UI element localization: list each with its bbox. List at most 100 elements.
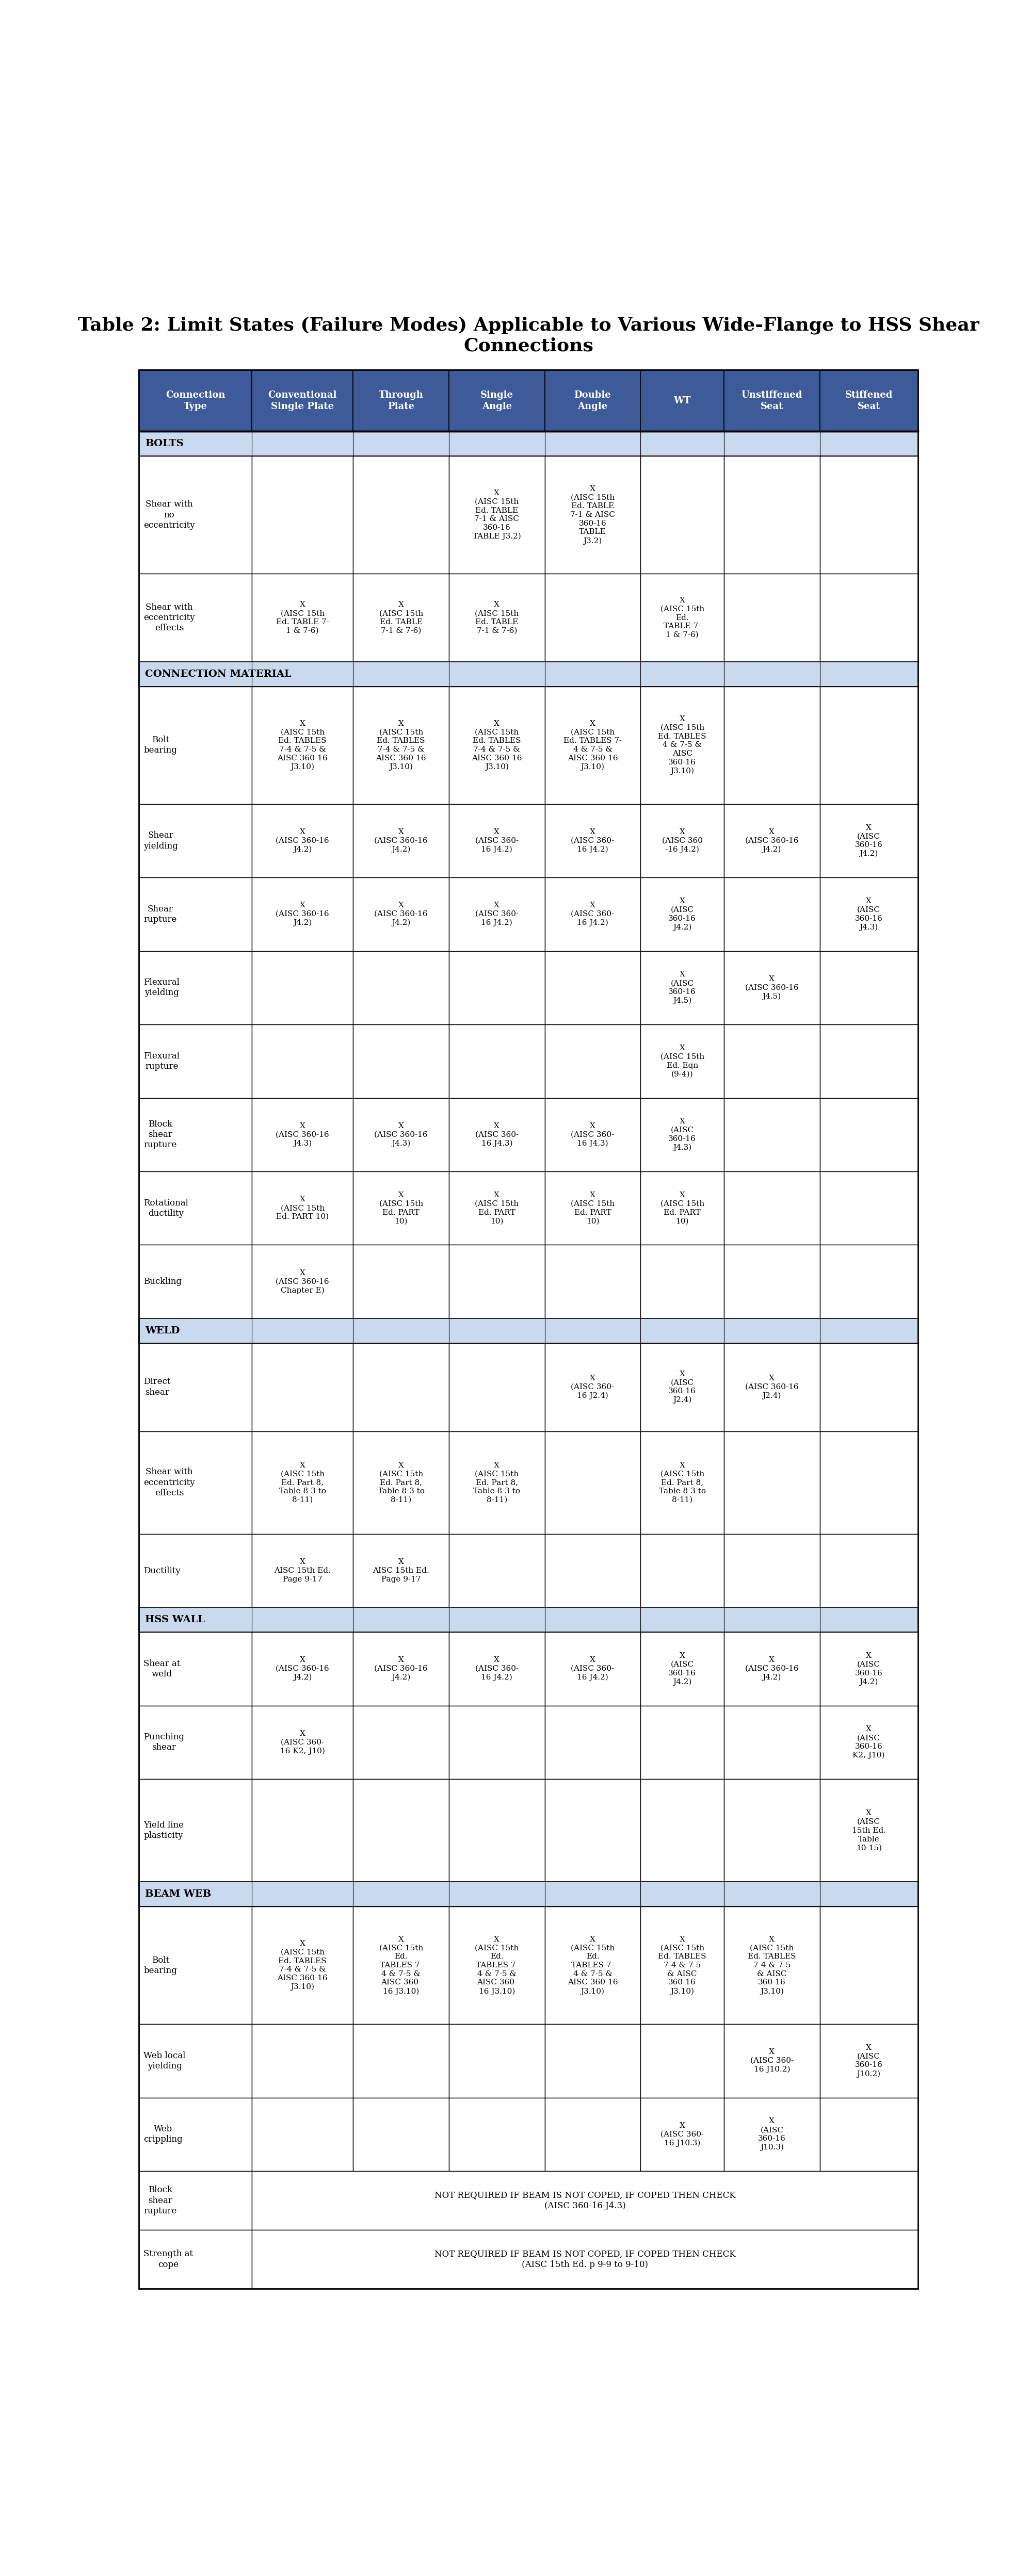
Bar bbox=[820, 574, 918, 662]
Text: X
(AISC
360-16
J4.5): X (AISC 360-16 J4.5) bbox=[668, 971, 696, 1005]
Text: Double
Angle: Double Angle bbox=[574, 392, 611, 410]
Bar bbox=[353, 804, 448, 878]
Text: WELD: WELD bbox=[145, 1327, 179, 1334]
Text: X
(AISC 360-
16 J4.2): X (AISC 360- 16 J4.2) bbox=[475, 1656, 519, 1682]
Bar bbox=[252, 456, 353, 574]
Bar bbox=[353, 878, 448, 951]
Text: X
(AISC
360-16
J4.2): X (AISC 360-16 J4.2) bbox=[668, 896, 696, 930]
Text: X
(AISC
360-16
J4.2): X (AISC 360-16 J4.2) bbox=[855, 824, 883, 858]
Bar bbox=[252, 2097, 353, 2172]
Bar bbox=[640, 456, 724, 574]
Bar bbox=[724, 2097, 820, 2172]
Bar bbox=[353, 1244, 448, 1319]
Bar bbox=[724, 574, 820, 662]
Bar bbox=[353, 2097, 448, 2172]
Text: X
(AISC 15th
Ed. TABLE
7-1 & 7-6): X (AISC 15th Ed. TABLE 7-1 & 7-6) bbox=[379, 600, 423, 634]
Text: X
(AISC
360-16
J4.2): X (AISC 360-16 J4.2) bbox=[668, 1651, 696, 1685]
Bar bbox=[252, 878, 353, 951]
Bar bbox=[640, 1244, 724, 1319]
Bar bbox=[139, 456, 252, 574]
Bar bbox=[724, 1705, 820, 1780]
Text: X
(AISC 360-
16 J10.3): X (AISC 360- 16 J10.3) bbox=[661, 2123, 704, 2146]
Bar bbox=[724, 1025, 820, 1097]
Text: X
(AISC 360-16
Chapter E): X (AISC 360-16 Chapter E) bbox=[275, 1270, 329, 1293]
Bar bbox=[820, 951, 918, 1025]
Bar bbox=[724, 685, 820, 804]
Bar bbox=[448, 371, 544, 430]
Bar bbox=[252, 1025, 353, 1097]
Text: X
(AISC 360
-16 J4.2): X (AISC 360 -16 J4.2) bbox=[662, 829, 703, 853]
Bar bbox=[544, 804, 640, 878]
Bar bbox=[544, 1342, 640, 1432]
Bar bbox=[544, 951, 640, 1025]
Bar bbox=[252, 2231, 918, 2287]
Bar bbox=[544, 371, 640, 430]
Text: Conventional
Single Plate: Conventional Single Plate bbox=[268, 392, 337, 410]
Bar bbox=[724, 878, 820, 951]
Bar bbox=[448, 1025, 544, 1097]
Bar bbox=[252, 685, 353, 804]
Text: Connection
Type: Connection Type bbox=[166, 392, 225, 410]
Text: X
(AISC 15th
Ed. Part 8,
Table 8-3 to
8-11): X (AISC 15th Ed. Part 8, Table 8-3 to 8-… bbox=[377, 1461, 425, 1504]
Text: X
(AISC
15th Ed.
Table
10-15): X (AISC 15th Ed. Table 10-15) bbox=[852, 1808, 886, 1852]
Bar bbox=[724, 1535, 820, 1607]
Bar bbox=[544, 456, 640, 574]
Bar bbox=[448, 1172, 544, 1244]
Bar bbox=[640, 878, 724, 951]
Bar bbox=[640, 2025, 724, 2097]
Bar bbox=[544, 1025, 640, 1097]
Bar bbox=[139, 2231, 252, 2287]
Text: X
(AISC 15th
Ed. TABLES 7-
4 & 7-5 &
AISC 360-16
J3.10): X (AISC 15th Ed. TABLES 7- 4 & 7-5 & AIS… bbox=[564, 719, 622, 770]
Text: X
(AISC
360-16
K2, J10): X (AISC 360-16 K2, J10) bbox=[853, 1726, 885, 1759]
Text: Shear at
weld: Shear at weld bbox=[143, 1659, 180, 1680]
Bar bbox=[139, 878, 252, 951]
Text: X
(AISC
360-16
J4.3): X (AISC 360-16 J4.3) bbox=[855, 896, 883, 930]
Bar bbox=[353, 1705, 448, 1780]
Bar bbox=[139, 371, 252, 430]
Bar bbox=[820, 2025, 918, 2097]
Bar bbox=[640, 1906, 724, 2025]
Bar bbox=[544, 1780, 640, 1883]
Text: Flexural
yielding: Flexural yielding bbox=[143, 979, 179, 997]
Text: X
(AISC 360-
16 J10.2): X (AISC 360- 16 J10.2) bbox=[751, 2048, 794, 2074]
Text: X
(AISC 15th
Ed. TABLES
7-4 & 7-5
& AISC
360-16
J3.10): X (AISC 15th Ed. TABLES 7-4 & 7-5 & AISC… bbox=[658, 1935, 706, 1994]
Text: X
(AISC 360-
16 J4.2): X (AISC 360- 16 J4.2) bbox=[571, 829, 614, 853]
Bar bbox=[448, 2097, 544, 2172]
Bar bbox=[448, 1342, 544, 1432]
Bar bbox=[820, 1780, 918, 1883]
Bar bbox=[353, 1780, 448, 1883]
Text: NOT REQUIRED IF BEAM IS NOT COPED, IF COPED THEN CHECK
(AISC 360-16 J4.3): NOT REQUIRED IF BEAM IS NOT COPED, IF CO… bbox=[434, 2190, 735, 2210]
Bar bbox=[448, 1906, 544, 2025]
Text: X
(AISC 15th
Ed. PART
10): X (AISC 15th Ed. PART 10) bbox=[571, 1193, 614, 1224]
Text: Shear with
eccentricity
effects: Shear with eccentricity effects bbox=[143, 603, 195, 634]
Bar bbox=[640, 1432, 724, 1535]
Text: X
(AISC 15th
Ed. TABLES
7-4 & 7-5 &
AISC 360-16
J3.10): X (AISC 15th Ed. TABLES 7-4 & 7-5 & AISC… bbox=[277, 1940, 328, 1991]
Text: Shear with
eccentricity
effects: Shear with eccentricity effects bbox=[143, 1468, 195, 1497]
Text: X
(AISC 360-16
J4.3): X (AISC 360-16 J4.3) bbox=[275, 1123, 329, 1146]
Text: X
(AISC 15th
Ed. PART
10): X (AISC 15th Ed. PART 10) bbox=[475, 1193, 519, 1224]
Text: X
(AISC 360-
16 J4.2): X (AISC 360- 16 J4.2) bbox=[475, 902, 519, 927]
Text: X
(AISC 360-
16 J2.4): X (AISC 360- 16 J2.4) bbox=[571, 1376, 614, 1399]
Bar bbox=[139, 1172, 252, 1244]
Bar bbox=[820, 1025, 918, 1097]
Bar bbox=[544, 878, 640, 951]
Text: X
(AISC 15th
Ed.
TABLES 7-
4 & 7-5 &
AISC 360-
16 J3.10): X (AISC 15th Ed. TABLES 7- 4 & 7-5 & AIS… bbox=[379, 1935, 423, 1994]
Text: X
(AISC
360-16
J10.3): X (AISC 360-16 J10.3) bbox=[758, 2117, 786, 2151]
Bar bbox=[139, 2097, 252, 2172]
Bar bbox=[640, 1097, 724, 1172]
Text: X
(AISC 360-16
J4.2): X (AISC 360-16 J4.2) bbox=[275, 829, 329, 853]
Text: Through
Plate: Through Plate bbox=[378, 392, 424, 410]
Bar bbox=[820, 1097, 918, 1172]
Text: WT: WT bbox=[673, 397, 691, 404]
Bar bbox=[640, 1342, 724, 1432]
Text: Ductility: Ductility bbox=[143, 1566, 180, 1574]
Bar bbox=[448, 1244, 544, 1319]
Text: HSS WALL: HSS WALL bbox=[145, 1615, 204, 1625]
Text: X
(AISC 360-
16 J4.2): X (AISC 360- 16 J4.2) bbox=[475, 829, 519, 853]
Bar bbox=[640, 1780, 724, 1883]
Bar bbox=[448, 685, 544, 804]
Text: X
(AISC 15th
Ed. Eqn
(9-4)): X (AISC 15th Ed. Eqn (9-4)) bbox=[660, 1046, 704, 1077]
Bar bbox=[820, 1432, 918, 1535]
Bar bbox=[544, 1535, 640, 1607]
Bar bbox=[544, 1906, 640, 2025]
